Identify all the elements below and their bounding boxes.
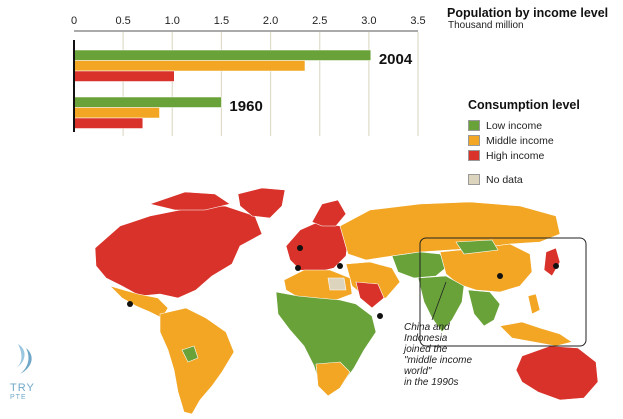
- bar-1960-low-income: [73, 96, 222, 108]
- x-tick-label: 2.5: [312, 15, 327, 27]
- legend-item-low-income: Low income: [468, 118, 580, 133]
- legend-label-low-income: Low income: [486, 119, 543, 132]
- city-dot: [295, 265, 301, 271]
- legend-label-middle-income: Middle income: [486, 134, 554, 147]
- city-dot: [377, 313, 383, 319]
- swatch-low-income: [468, 120, 480, 131]
- map-region-bolivia: [181, 345, 199, 363]
- map-region-north-africa: [283, 269, 353, 301]
- x-tick-label: 1.0: [165, 15, 180, 27]
- bar-2004-low-income: [73, 49, 372, 61]
- year-label-1960: 1960: [229, 98, 262, 115]
- bar-2004-high-income: [73, 70, 175, 82]
- legend-item-high-income: High income: [468, 148, 580, 163]
- map-region-philippines: [527, 293, 541, 315]
- logo-text: TRY PTE: [10, 383, 35, 403]
- map-region-arctic-islands: [148, 191, 231, 211]
- legend-title: Consumption level: [468, 98, 580, 112]
- map-region-greenland: [237, 187, 286, 219]
- map-region-japan: [543, 247, 561, 277]
- try-pte-logo-icon: [16, 344, 32, 374]
- map-region-russia: [339, 201, 561, 261]
- logo-text-line1: TRY: [10, 382, 35, 394]
- chart-title: Population by income level: [447, 6, 609, 20]
- map-region-indonesia: [499, 321, 573, 347]
- legend-label-no-data: No data: [486, 173, 523, 186]
- city-dot: [127, 301, 133, 307]
- chart-subtitle: Thousand million: [448, 20, 524, 31]
- bar-1960-high-income: [73, 117, 144, 129]
- year-label-2004: 2004: [379, 51, 413, 68]
- annotation-line-5: in the 1990s: [404, 377, 459, 388]
- map-region-south-america: [159, 307, 235, 415]
- x-tick-label: 0: [71, 15, 77, 27]
- x-tick-label: 0.5: [115, 15, 130, 27]
- legend-item-no-data: No data: [468, 172, 580, 187]
- legend-label-high-income: High income: [486, 149, 545, 162]
- map-annotation: China and Indonesia joined the "middle i…: [404, 322, 494, 388]
- city-dot: [297, 245, 303, 251]
- map-region-scandinavia: [311, 199, 347, 227]
- annotation-line-3: joined the: [404, 344, 448, 355]
- map-region-australia: [515, 345, 599, 401]
- x-tick-label: 1.5: [214, 15, 229, 27]
- city-dot: [497, 273, 503, 279]
- map-region-saudi-arabia: [355, 281, 385, 309]
- consumption-legend: Consumption level Low income Middle inco…: [468, 98, 580, 187]
- world-map: [94, 187, 599, 415]
- annotation-pointer: [431, 281, 447, 321]
- map-region-south-asia: [417, 275, 465, 333]
- map-region-africa: [275, 291, 377, 393]
- swatch-middle-income: [468, 135, 480, 146]
- map-region-mongolia: [455, 239, 499, 255]
- map-region-southern-africa: [315, 361, 351, 397]
- city-dot: [553, 263, 559, 269]
- legend-item-middle-income: Middle income: [468, 133, 580, 148]
- population-bar-chart: 0 0.5 1.0 1.5 2.0 2.5 3.0 3.5 2004 1960: [71, 15, 426, 136]
- x-tick-label: 3.0: [361, 15, 376, 27]
- swatch-high-income: [468, 150, 480, 161]
- swatch-no-data: [468, 174, 480, 185]
- map-highlight-box: [419, 237, 587, 347]
- annotation-line-1: China and: [404, 322, 450, 333]
- x-tick-label: 3.5: [410, 15, 425, 27]
- bar-2004-middle-income: [73, 60, 306, 72]
- annotation-line-2: Indonesia: [404, 333, 448, 344]
- x-tick-label: 2.0: [263, 15, 278, 27]
- logo-text-line2: PTE: [10, 394, 27, 401]
- bar-1960-middle-income: [73, 107, 160, 119]
- city-dot: [337, 263, 343, 269]
- map-region-north-america: [94, 205, 263, 299]
- annotation-line-4: "middle income world": [404, 355, 473, 377]
- map-region-southeast-asia: [467, 289, 501, 327]
- map-region-no-data: [327, 277, 347, 291]
